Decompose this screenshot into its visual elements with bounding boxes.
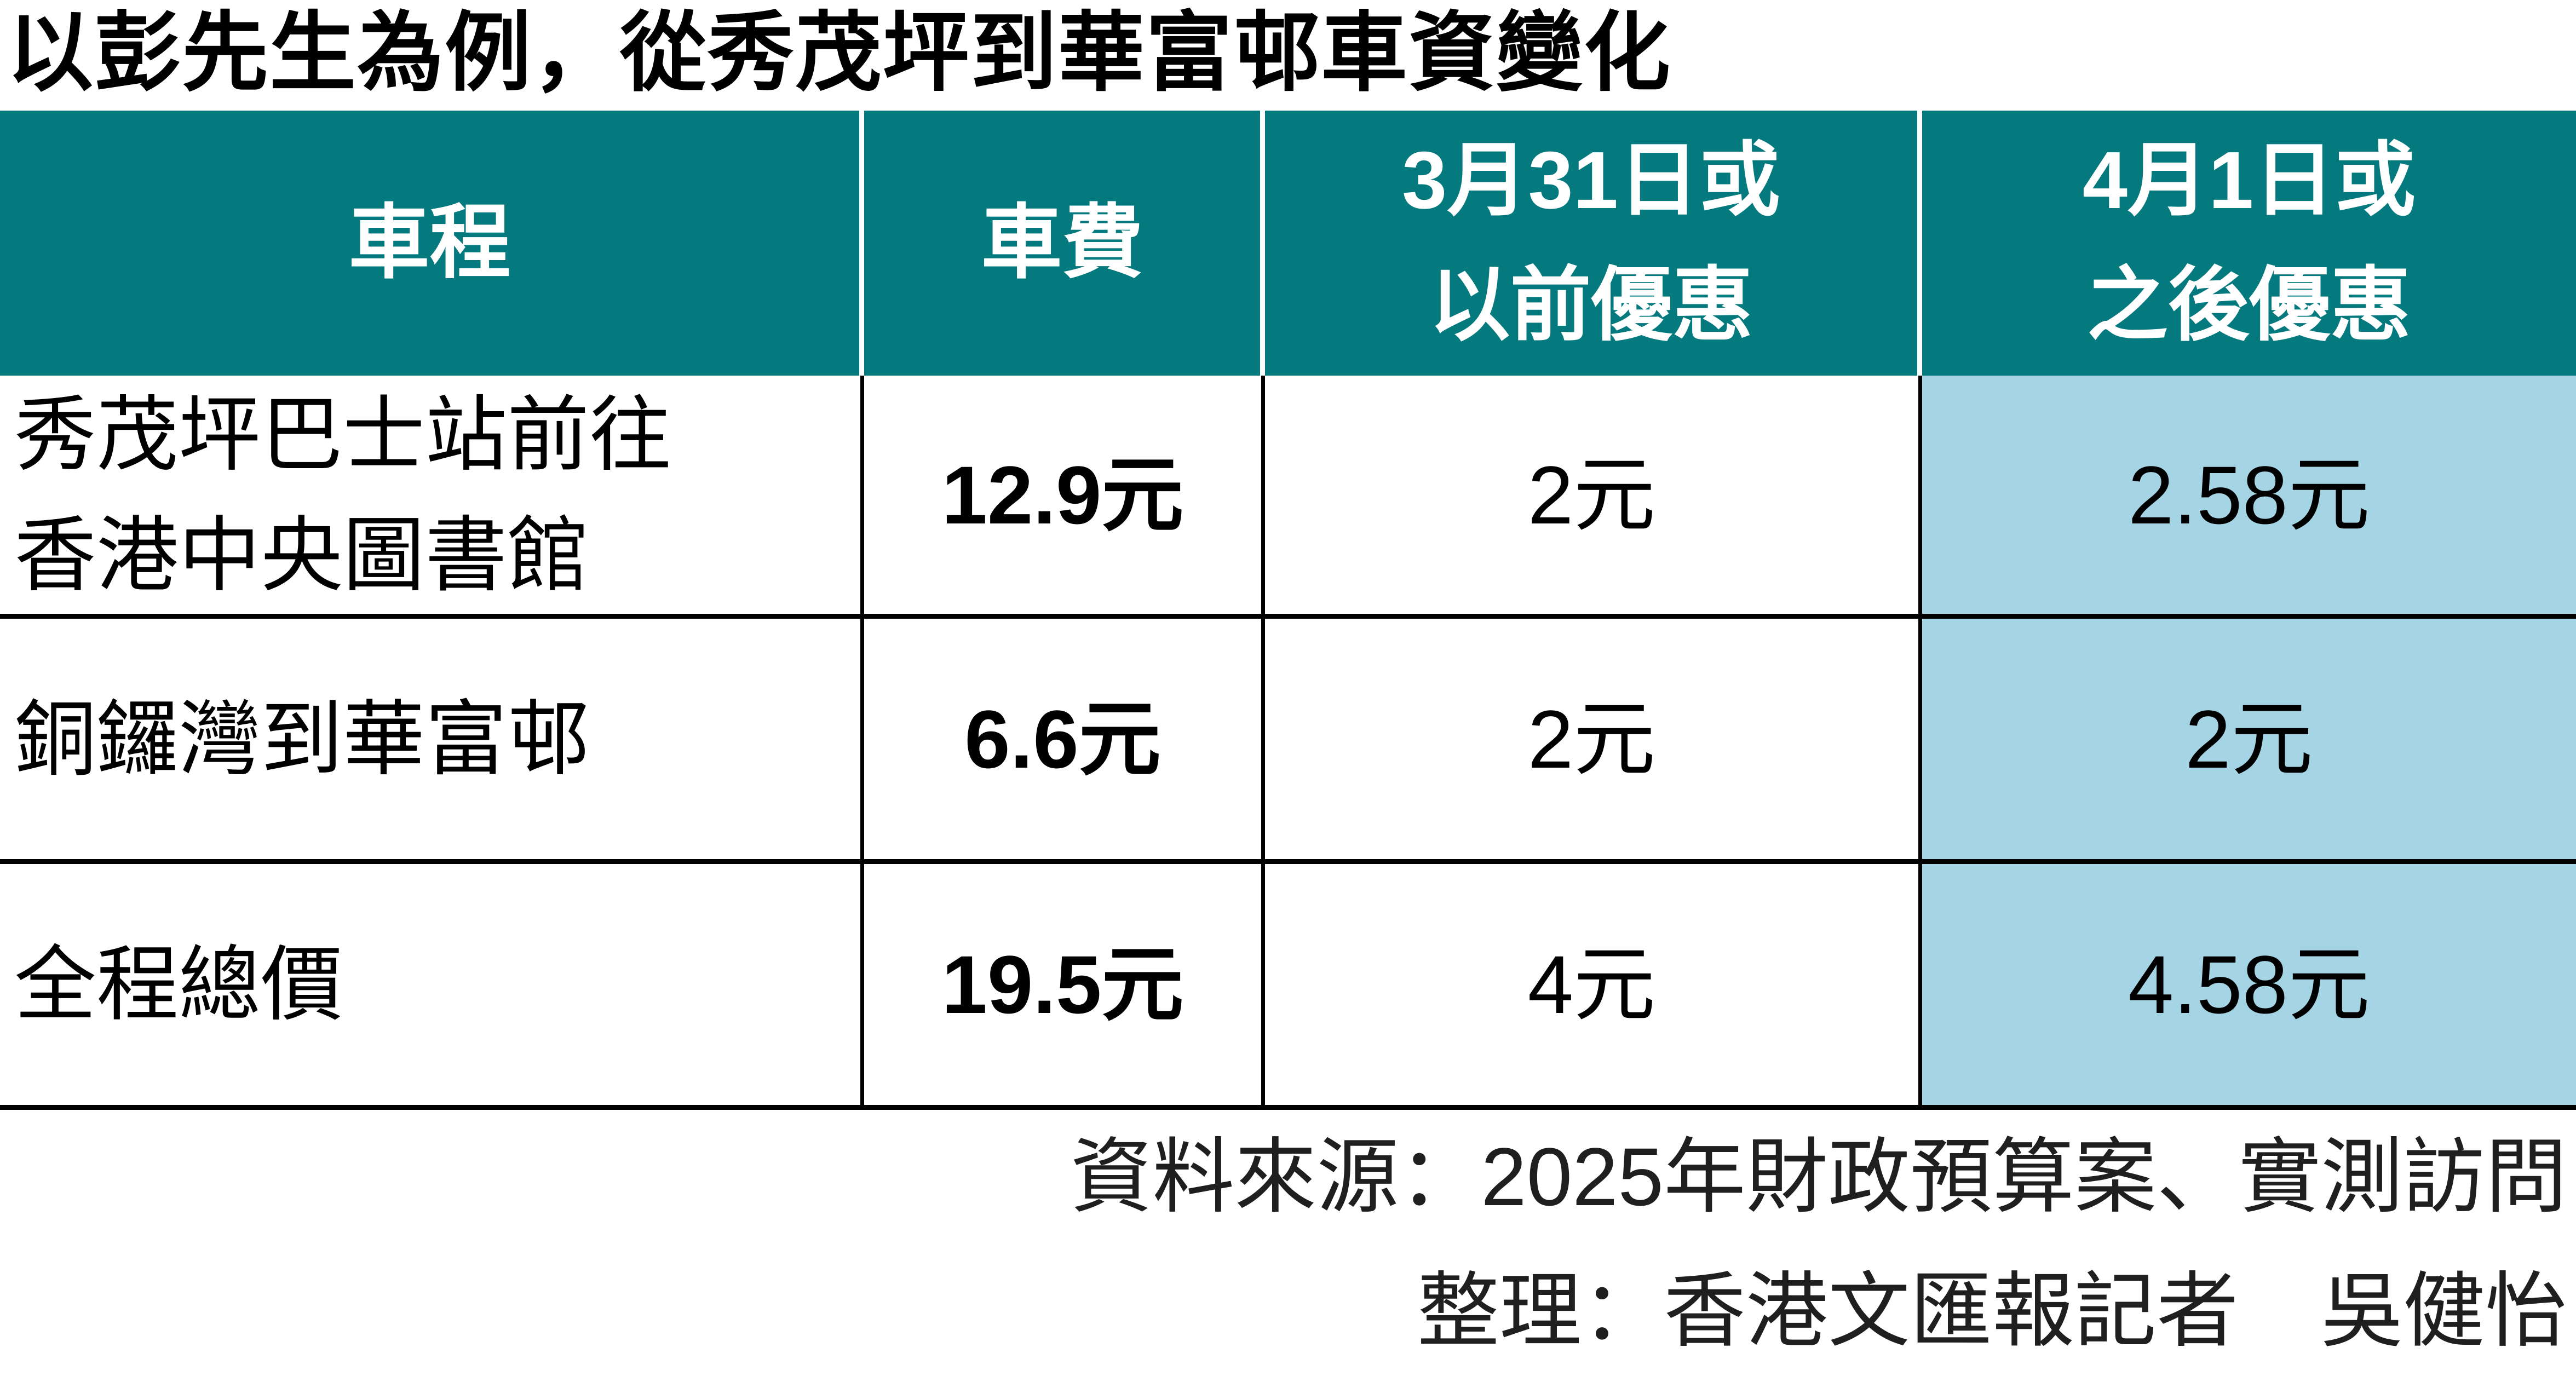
header-discount-after: 4月1日或 之後優惠 [1922, 111, 2576, 376]
row3-discount-after-value: 4.58元 [2128, 938, 2370, 1030]
row3-fare-cell: 19.5元 [864, 864, 1265, 1110]
row2-fare-cell: 6.6元 [864, 619, 1265, 864]
row3-route-cell: 全程總價 [0, 864, 864, 1110]
header-trip-label: 車程 [348, 198, 511, 288]
header-discount-after-line1: 4月1日或 [2082, 135, 2416, 226]
row3-discount-after-cell: 4.58元 [1922, 864, 2576, 1110]
row3-discount-before-cell: 4元 [1265, 864, 1922, 1110]
fare-comparison-table: 車程 車費 3月31日或 以前優惠 4月1日或 之後優惠 秀茂坪巴士站前往 香港… [0, 111, 2576, 1110]
row2-discount-before-cell: 2元 [1265, 619, 1922, 864]
footer-notes: 資料來源：2025年財政預算案、實測訪問 整理：香港文匯報記者 吳健怡 [0, 1110, 2576, 1378]
row2-fare-value: 6.6元 [964, 693, 1161, 785]
page-title: 以彭先生為例，從秀茂坪到華富邨車資變化 [7, 5, 1671, 101]
row3-route-line1: 全程總價 [14, 938, 343, 1030]
header-fare-label: 車費 [981, 198, 1143, 288]
credit-note: 整理：香港文匯報記者 吳健怡 [1417, 1265, 2567, 1357]
source-note: 資料來源：2025年財政預算案、實測訪問 [1070, 1131, 2567, 1223]
header-discount-after-line2: 之後優惠 [2087, 260, 2411, 350]
row2-discount-before-value: 2元 [1527, 693, 1656, 785]
row1-route-line2: 香港中央圖書館 [14, 509, 590, 601]
row1-discount-after-cell: 2.58元 [1922, 376, 2576, 619]
row1-discount-before-value: 2元 [1527, 448, 1656, 541]
row2-route-cell: 銅鑼灣到華富邨 [0, 619, 864, 864]
row1-discount-before-cell: 2元 [1265, 376, 1922, 619]
header-discount-before: 3月31日或 以前優惠 [1265, 111, 1922, 376]
header-discount-before-line1: 3月31日或 [1402, 135, 1780, 226]
row1-fare-cell: 12.9元 [864, 376, 1265, 619]
row2-discount-after-value: 2元 [2185, 693, 2313, 785]
row1-discount-after-value: 2.58元 [2128, 448, 2370, 541]
row1-route-cell: 秀茂坪巴士站前往 香港中央圖書館 [0, 376, 864, 619]
row1-fare-value: 12.9元 [941, 448, 1184, 541]
row3-fare-value: 19.5元 [941, 938, 1184, 1030]
header-discount-before-line2: 以前優惠 [1429, 260, 1753, 350]
row1-route-line1: 秀茂坪巴士站前往 [14, 388, 672, 481]
header-trip: 車程 [0, 111, 864, 376]
header-fare: 車費 [864, 111, 1265, 376]
row3-discount-before-value: 4元 [1527, 938, 1656, 1030]
row2-discount-after-cell: 2元 [1922, 619, 2576, 864]
row2-route-line1: 銅鑼灣到華富邨 [14, 693, 590, 785]
